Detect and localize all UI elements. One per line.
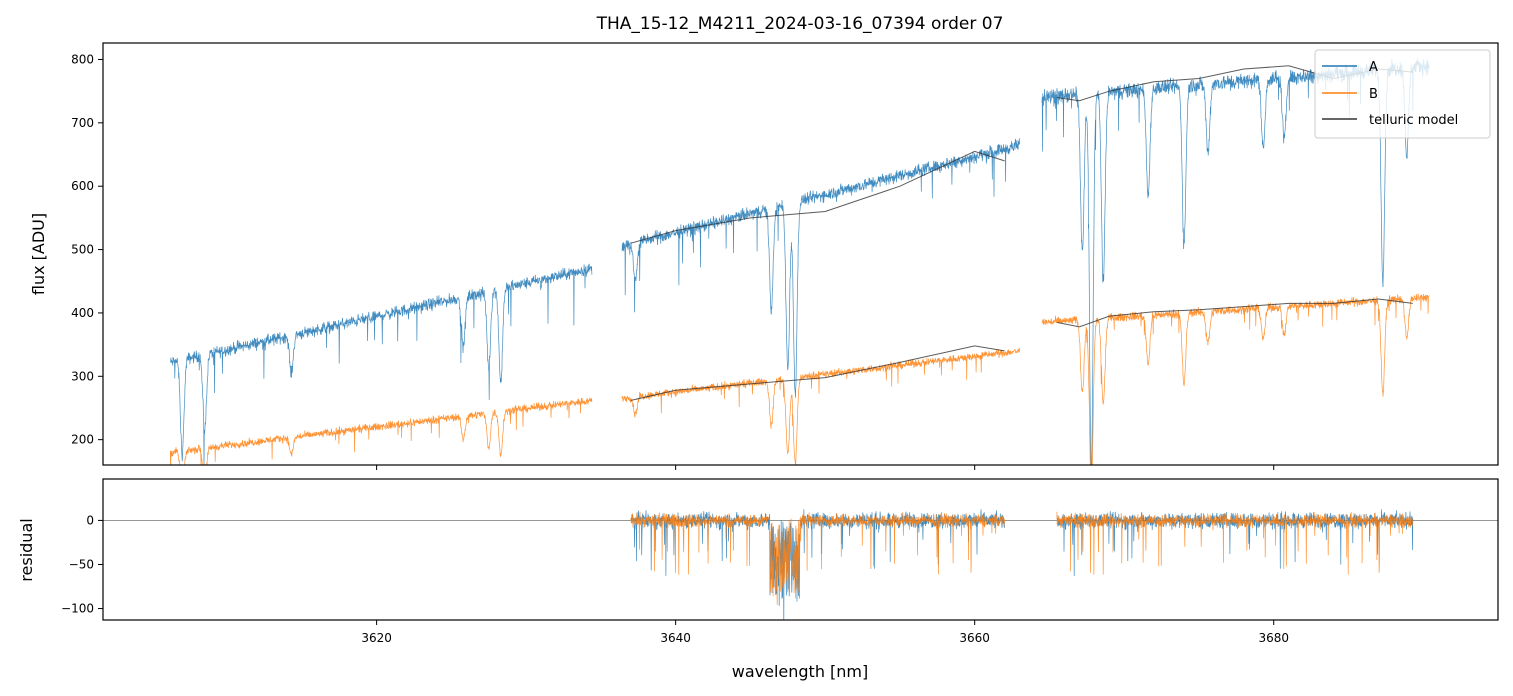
x-tick-label: 3620 [361, 631, 392, 645]
chart-title: THA_15-12_M4211_2024-03-16_07394 order 0… [596, 14, 1004, 34]
legend-label-telluric: telluric model [1369, 113, 1458, 128]
telluric-model-b-segment-2 [1056, 298, 1413, 328]
residual-series-group [630, 509, 1414, 620]
residual-y-axis: −100 −50 0 [61, 513, 103, 616]
flux-panel-frame [102, 42, 1499, 466]
telluric-model-a-segment-1 [630, 150, 1005, 244]
flux-y-tick-label: 300 [71, 369, 94, 383]
flux-y-label: flux [ADU] [29, 213, 48, 295]
series-a-segment-1 [170, 263, 593, 465]
flux-y-tick-label: 500 [71, 243, 94, 257]
legend-box [1314, 49, 1491, 139]
flux-y-axis: 200 300 400 500 600 700 800 [71, 52, 103, 447]
residual-y-label: residual [17, 518, 36, 581]
flux-x-ticks [376, 465, 1275, 470]
x-tick-label: 3680 [1258, 631, 1289, 645]
flux-series-group [169, 58, 1430, 465]
x-axis: 3620 3640 3660 3680 [361, 620, 1289, 645]
x-tick-label: 3640 [660, 631, 691, 645]
telluric-model-b-segment-1 [630, 345, 1005, 401]
residual-panel-frame [102, 478, 1499, 621]
legend-label-b: B [1369, 87, 1378, 102]
residual-y-tick-label: 0 [86, 513, 94, 527]
residual-b-segment-1 [630, 511, 1005, 605]
flux-panel: 200 300 400 500 600 700 800 flux [ADU] A B tel… [29, 42, 1499, 470]
flux-y-tick-label: 800 [71, 52, 94, 66]
flux-y-tick-label: 700 [71, 116, 94, 130]
residual-b-segment-2 [1056, 511, 1414, 575]
x-tick-label: 3660 [959, 631, 990, 645]
residual-y-tick-label: −100 [61, 602, 94, 616]
flux-y-tick-label: 600 [71, 179, 94, 193]
residual-y-tick-label: −50 [69, 557, 94, 571]
x-axis-label: wavelength [nm] [732, 662, 869, 681]
series-b-segment-3 [1041, 293, 1430, 465]
flux-y-tick-label: 200 [71, 433, 94, 447]
telluric-model-group [630, 65, 1413, 401]
series-b-segment-1 [169, 397, 593, 465]
residual-a-segment-1 [630, 509, 1005, 620]
series-b-segment-2 [621, 347, 1020, 465]
legend-label-a: A [1369, 60, 1378, 75]
legend: A B telluric model [1314, 49, 1491, 139]
flux-y-tick-label: 400 [71, 306, 94, 320]
residual-panel: −100 −50 0 3620 3640 3660 3680 residual [17, 478, 1499, 645]
